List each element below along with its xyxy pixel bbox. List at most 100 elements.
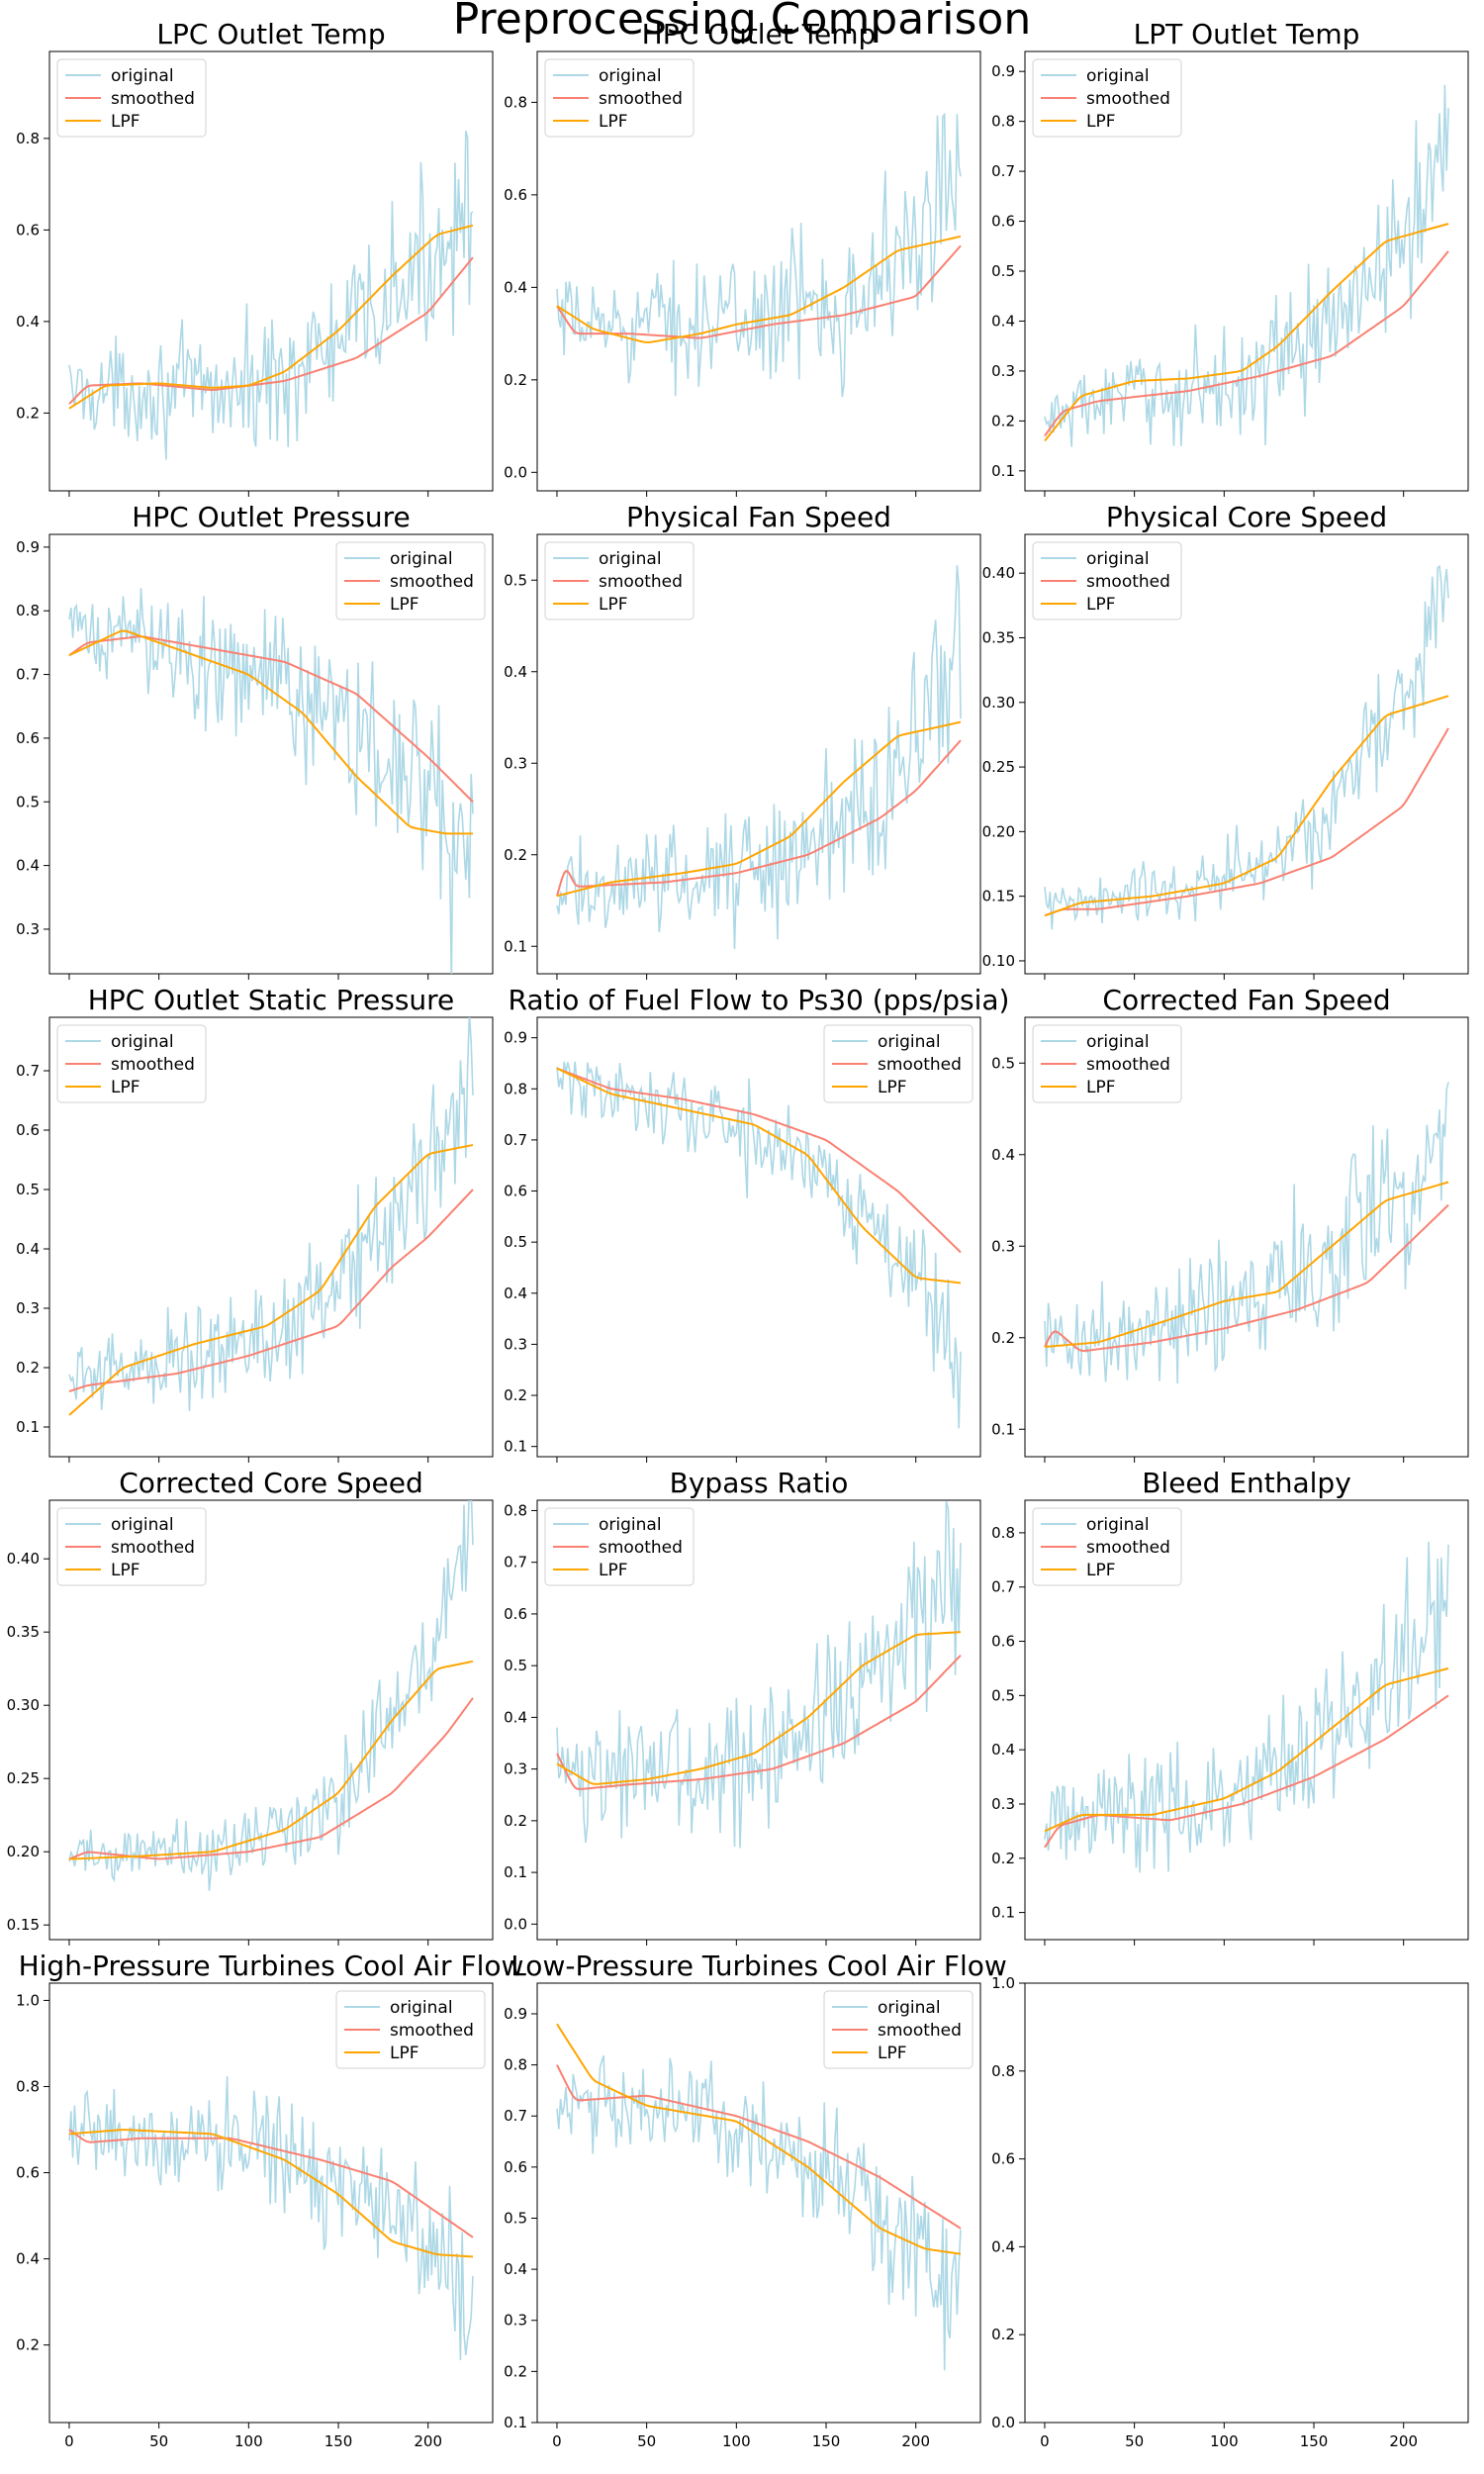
series-line-smoothed xyxy=(556,1655,962,1790)
series-line-smoothed xyxy=(68,635,474,804)
y-tick-label: 0.4 xyxy=(16,857,40,875)
y-tick-label: 0.6 xyxy=(991,2150,1015,2168)
subplot-8: Ratio of Fuel Flow to Ps30 (pps/psia) 0.1… xyxy=(504,984,1009,1463)
y-tick-label: 0.4 xyxy=(504,663,527,681)
y-tick-label: 0.5 xyxy=(504,2209,527,2227)
y-tick-label: 0.2 xyxy=(16,2336,40,2354)
legend-box xyxy=(1032,1507,1182,1586)
x-tick-label: 0 xyxy=(64,2432,74,2450)
y-tick-label: 0.6 xyxy=(991,1633,1015,1651)
y-tick-label: 0.2 xyxy=(991,1329,1015,1347)
series-line-lpf xyxy=(556,2023,962,2255)
subplot-title: HPC Outlet Pressure xyxy=(132,501,411,533)
subplot-title: Physical Fan Speed xyxy=(626,501,891,533)
y-tick-label: 0.35 xyxy=(7,1623,40,1641)
series-line-original xyxy=(68,1500,474,1891)
series-line-original xyxy=(556,565,962,950)
y-tick-label: 0.3 xyxy=(504,754,527,772)
legend: original smoothed LPF xyxy=(1032,58,1182,138)
subplot-11: Bypass Ratio 0.0 0.1 0.2 0.3 0.4 0.5 0.6 0.7 0.8 o… xyxy=(504,1467,981,1946)
y-tick-label: 0.15 xyxy=(7,1916,40,1934)
y-tick-label: 0.6 xyxy=(16,2164,40,2182)
y-tick-label: 0.30 xyxy=(7,1696,40,1714)
legend-box xyxy=(56,1507,207,1586)
y-tick-label: 0.4 xyxy=(991,2237,1015,2255)
legend-label-original: original xyxy=(878,1032,941,1052)
y-tick-label: 0.2 xyxy=(504,846,527,864)
subplot-15: 0.0 0.2 0.4 0.6 0.8 1.0 0 50 100 150 200 xyxy=(991,1974,1469,2450)
legend-label-lpf: LPF xyxy=(599,595,628,615)
series-line-original xyxy=(68,588,474,974)
legend-box xyxy=(56,1024,207,1103)
y-tick-label: 0.10 xyxy=(982,952,1015,970)
legend-label-smoothed: smoothed xyxy=(111,1055,195,1075)
subplot-6: Physical Core Speed 0.10 0.15 0.20 0.25 0.30 0… xyxy=(982,501,1469,980)
series-line-original xyxy=(556,2054,962,2371)
legend-label-smoothed: smoothed xyxy=(599,1538,683,1558)
series-line-lpf xyxy=(556,235,962,343)
y-tick-label: 0.6 xyxy=(16,221,40,238)
legend-box xyxy=(1032,1024,1182,1103)
series-line-lpf xyxy=(556,1631,962,1785)
y-tick-label: 0.4 xyxy=(16,313,40,331)
y-tick-label: 0.6 xyxy=(504,2158,527,2176)
legend-label-original: original xyxy=(1086,549,1150,569)
legend-label-original: original xyxy=(599,1515,662,1535)
y-tick-label: 0.2 xyxy=(16,404,40,422)
y-tick-label: 0.4 xyxy=(16,2250,40,2268)
y-tick-label: 0.0 xyxy=(504,463,527,481)
subplot-10: Corrected Core Speed 0.15 0.20 0.25 0.30 0.35… xyxy=(7,1467,494,1946)
subplot-title: Corrected Core Speed xyxy=(119,1467,423,1499)
legend-label-lpf: LPF xyxy=(1086,1078,1116,1097)
series-line-original xyxy=(1044,1541,1449,1873)
x-tick-label: 100 xyxy=(722,2432,751,2450)
series-line-original xyxy=(556,1500,962,1849)
y-tick-label: 0.1 xyxy=(504,2414,527,2431)
subplot-title: Ratio of Fuel Flow to Ps30 (pps/psia) xyxy=(509,984,1010,1016)
subplot-title: Bleed Enthalpy xyxy=(1142,1467,1351,1499)
y-tick-label: 0.6 xyxy=(504,1605,527,1623)
legend-label-lpf: LPF xyxy=(111,1561,140,1580)
x-tick-label: 200 xyxy=(901,2432,930,2450)
y-tick-label: 0.3 xyxy=(504,2312,527,2330)
y-tick-label: 0.2 xyxy=(504,2362,527,2380)
legend-box xyxy=(544,541,695,620)
y-tick-label: 0.20 xyxy=(982,822,1015,840)
series-line-smoothed xyxy=(1044,250,1449,437)
legend: original smoothed LPF xyxy=(544,541,695,620)
series-line-smoothed xyxy=(556,1067,962,1254)
y-tick-label: 0.15 xyxy=(982,888,1015,905)
legend-label-lpf: LPF xyxy=(1086,1561,1116,1580)
legend-label-smoothed: smoothed xyxy=(390,572,474,592)
legend-box xyxy=(823,1990,974,2069)
y-tick-label: 0.0 xyxy=(991,2414,1015,2431)
y-tick-label: 0.4 xyxy=(504,2260,527,2278)
y-tick-label: 0.4 xyxy=(991,1741,1015,1759)
y-tick-label: 0.6 xyxy=(991,213,1015,231)
subplot-2: HPC Outlet Temp 0.0 0.2 0.4 0.6 0.8 original sm… xyxy=(504,18,981,497)
legend-label-smoothed: smoothed xyxy=(111,1538,195,1558)
legend-label-original: original xyxy=(1086,66,1150,86)
series-line-original xyxy=(1044,564,1449,930)
series-line-lpf xyxy=(1044,695,1449,917)
legend: original smoothed LPF xyxy=(335,541,486,620)
legend-label-original: original xyxy=(599,66,662,86)
subplot-7: HPC Outlet Static Pressure 0.1 0.2 0.3 0.4 0.… xyxy=(16,984,494,1463)
y-tick-label: 0.3 xyxy=(504,1760,527,1778)
x-tick-label: 0 xyxy=(552,2432,562,2450)
subplot-1: LPC Outlet Temp 0.2 0.4 0.6 0.8 original smoot… xyxy=(16,18,494,497)
subplot-title: HPC Outlet Static Pressure xyxy=(88,984,455,1016)
legend-label-smoothed: smoothed xyxy=(599,572,683,592)
series-line-lpf xyxy=(1044,1181,1449,1348)
series-line-original xyxy=(68,131,474,460)
subplot-title: Low-Pressure Turbines Cool Air Flow xyxy=(510,1950,1007,1982)
x-tick-label: 150 xyxy=(325,2432,353,2450)
legend: original smoothed LPF xyxy=(823,1024,974,1103)
legend: original smoothed LPF xyxy=(56,58,207,138)
y-tick-label: 0.9 xyxy=(16,538,40,556)
series-line-lpf xyxy=(1044,1666,1449,1833)
y-tick-label: 0.2 xyxy=(991,412,1015,429)
y-tick-label: 0.5 xyxy=(504,571,527,589)
y-tick-label: 0.8 xyxy=(504,2056,527,2074)
